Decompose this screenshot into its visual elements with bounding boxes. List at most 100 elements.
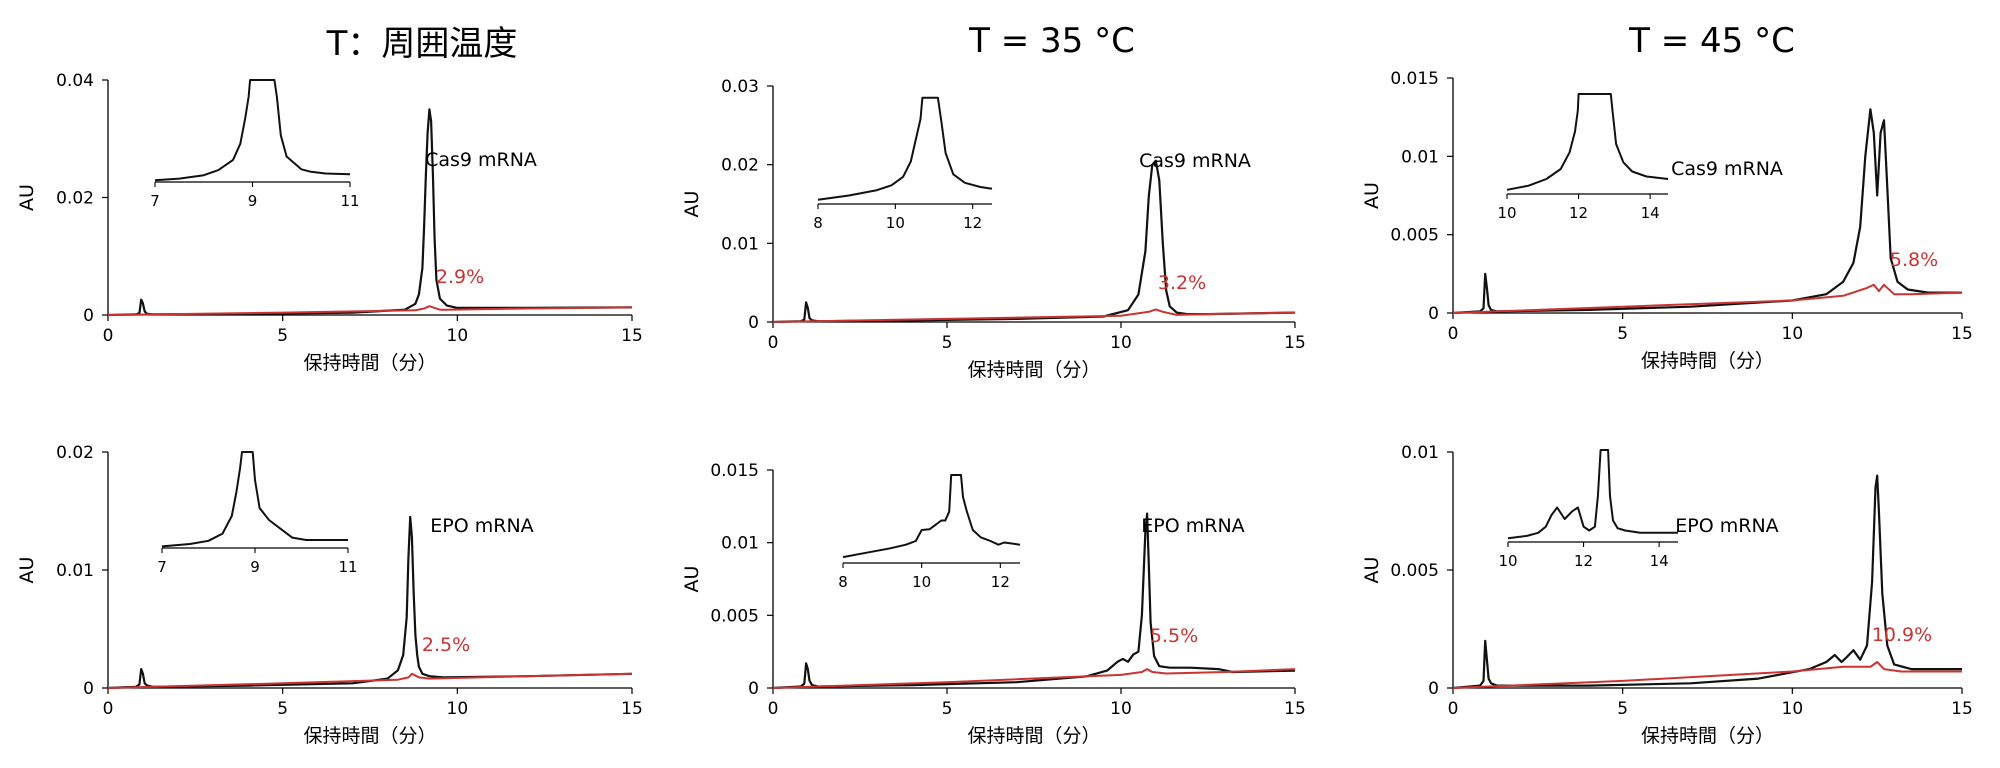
inset-trace-line (842, 474, 1021, 559)
y-tick-label: 0.01 (721, 534, 759, 554)
y-tick-label: 0.02 (56, 189, 94, 209)
column-title-ambient: T：周囲温度 (326, 24, 518, 64)
x-tick-label: 10 (1110, 333, 1132, 353)
panels-group: 0 5 10 15 0 0.02 0.04 保持時間（分） AU Cas9 mRNA 2.9% 7 9 1… (16, 69, 1973, 747)
inset-x-tick-label: 8 (838, 573, 848, 591)
sample-label: EPO mRNA (1141, 515, 1244, 537)
sample-label: Cas9 mRNA (1139, 150, 1251, 172)
sample-label: EPO mRNA (1675, 515, 1778, 537)
x-tick-label: 10 (1782, 699, 1804, 719)
inset-plot: 10 12 14 (1497, 93, 1669, 222)
x-tick-label: 10 (1110, 699, 1132, 719)
x-tick-label: 5 (1617, 699, 1628, 719)
inset-x-tick-label: 12 (991, 573, 1010, 591)
y-axis-title: AU (681, 566, 703, 593)
sample-label: Cas9 mRNA (425, 149, 537, 171)
x-axis-title: 保持時間（分） (1641, 350, 1774, 372)
inset-x-tick-label: 7 (150, 192, 160, 210)
x-tick-label: 0 (768, 699, 779, 719)
sample-label: Cas9 mRNA (1671, 158, 1783, 180)
x-tick-label: 15 (1951, 699, 1973, 719)
percent-label: 5.5% (1150, 625, 1198, 647)
inset-trace-line (1506, 93, 1669, 191)
chart-panel-3: 0 5 10 15 0 0.005 0.01 0.015 保持時間（分） AU Cas9 mRNA 5… (1361, 69, 1973, 372)
inset-x-tick-label: 8 (813, 214, 823, 232)
x-tick-label: 0 (103, 699, 114, 719)
chart-panel-6: 0 5 10 15 0 0.005 0.01 保持時間（分） AU EPO mRNA 10.9% 10… (1361, 443, 1973, 747)
y-tick-label: 0.005 (710, 606, 759, 626)
x-axis-title: 保持時間（分） (967, 725, 1100, 747)
y-tick-label: 0.01 (1401, 147, 1439, 167)
inset-x-tick-label: 12 (963, 214, 982, 232)
y-tick-label: 0.01 (1401, 443, 1439, 463)
percent-label: 5.8% (1890, 249, 1938, 271)
inset-trace-line (817, 96, 993, 201)
y-axis-title: AU (1361, 557, 1383, 584)
x-tick-label: 0 (768, 333, 779, 353)
x-tick-label: 15 (1951, 324, 1973, 344)
red-trace-line (1452, 661, 1962, 689)
x-tick-label: 10 (447, 326, 469, 346)
x-tick-label: 0 (1448, 324, 1459, 344)
y-tick-label: 0 (83, 306, 94, 326)
y-tick-label: 0.005 (1390, 226, 1439, 246)
percent-label: 10.9% (1872, 624, 1932, 646)
y-tick-label: 0 (748, 313, 759, 333)
inset-x-tick-label: 9 (248, 192, 258, 210)
main-trace-line (107, 108, 633, 317)
inset-x-tick-label: 10 (886, 214, 905, 232)
chart-panel-1: 0 5 10 15 0 0.02 0.04 保持時間（分） AU Cas9 mRNA 2.9% 7 9 1… (16, 71, 643, 374)
x-tick-label: 15 (621, 326, 643, 346)
column-title-45c: T = 45 °C (1628, 21, 1795, 61)
chart-panel-2: 0 5 10 15 0 0.01 0.02 0.03 保持時間（分） AU Cas9 mRNA 3.2… (681, 77, 1306, 381)
inset-x-tick-label: 14 (1650, 552, 1669, 570)
x-tick-label: 15 (621, 699, 643, 719)
x-tick-label: 15 (1284, 699, 1306, 719)
inset-x-tick-label: 12 (1574, 552, 1593, 570)
chart-panel-4: 0 5 10 15 0 0.01 0.02 保持時間（分） AU EPO mRNA 2.5% 7 9 11 (16, 443, 643, 747)
y-tick-label: 0.01 (721, 234, 759, 254)
x-tick-label: 10 (1782, 324, 1804, 344)
x-tick-label: 0 (103, 326, 114, 346)
inset-trace-line (1507, 449, 1678, 540)
percent-label: 2.5% (422, 634, 470, 656)
y-tick-label: 0 (1428, 304, 1439, 324)
inset-trace-line (161, 451, 348, 548)
inset-x-tick-label: 9 (250, 558, 260, 576)
x-tick-label: 5 (942, 699, 953, 719)
inset-plot: 8 10 12 (813, 96, 993, 232)
x-tick-label: 5 (277, 699, 288, 719)
inset-plot: 8 10 12 (838, 474, 1021, 591)
x-tick-label: 5 (277, 326, 288, 346)
inset-plot: 7 9 11 (157, 451, 358, 576)
red-trace-line (107, 672, 633, 689)
y-tick-label: 0 (1428, 679, 1439, 699)
x-tick-label: 10 (447, 699, 469, 719)
x-tick-label: 0 (1448, 699, 1459, 719)
inset-x-tick-label: 11 (340, 192, 359, 210)
y-tick-label: 0.02 (56, 443, 94, 463)
inset-x-tick-label: 14 (1641, 204, 1660, 222)
y-tick-label: 0.03 (721, 77, 759, 97)
inset-x-tick-label: 12 (1569, 204, 1588, 222)
y-axis-title: AU (16, 184, 38, 211)
percent-label: 3.2% (1158, 272, 1206, 294)
y-axis-title: AU (16, 557, 38, 584)
red-trace-line (772, 668, 1296, 689)
inset-x-tick-label: 7 (157, 558, 167, 576)
inset-x-tick-label: 10 (1497, 204, 1516, 222)
y-tick-label: 0.005 (1390, 561, 1439, 581)
main-trace-line (772, 512, 1296, 690)
sample-label: EPO mRNA (430, 515, 533, 537)
x-axis-title: 保持時間（分） (303, 352, 436, 374)
y-tick-label: 0.01 (56, 561, 94, 581)
x-tick-label: 5 (942, 333, 953, 353)
red-trace-line (1452, 283, 1963, 314)
main-trace-line (107, 515, 633, 690)
inset-x-tick-label: 11 (338, 558, 357, 576)
x-axis-title: 保持時間（分） (1641, 725, 1774, 747)
main-trace-line (1452, 108, 1962, 315)
y-tick-label: 0 (748, 679, 759, 699)
y-tick-label: 0.04 (56, 71, 94, 91)
